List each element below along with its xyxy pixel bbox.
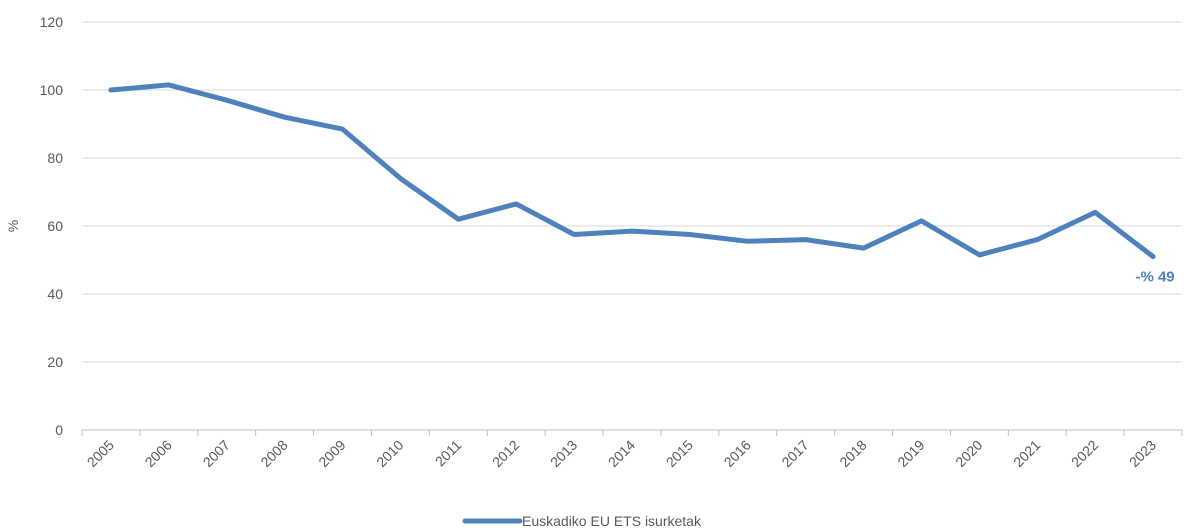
x-axis-tick-labels: 2005 2006 2007 2008 2009 2010 2011 2012 2013 2014… xyxy=(84,437,1160,470)
legend-label: Euskadiko EU ETS isurketak xyxy=(522,513,702,529)
x-axis xyxy=(81,429,1183,436)
x-tick-label: 2014 xyxy=(605,437,638,470)
x-tick-label: 2020 xyxy=(952,437,985,470)
x-tick-label: 2006 xyxy=(142,437,175,470)
gridlines xyxy=(82,21,1182,363)
x-tick-label: 2005 xyxy=(84,437,117,470)
y-axis-title: % xyxy=(5,220,21,232)
data-label: -% 49 xyxy=(1135,269,1174,286)
x-tick-label: 2008 xyxy=(257,437,290,470)
x-tick-label: 2015 xyxy=(663,437,696,470)
y-tick-label: 80 xyxy=(47,150,63,166)
x-tick-label: 2016 xyxy=(721,437,754,470)
legend: Euskadiko EU ETS isurketak xyxy=(462,513,702,529)
y-tick-label: 0 xyxy=(55,422,63,438)
x-tick-label: 2010 xyxy=(373,437,406,470)
x-tick-label: 2019 xyxy=(894,437,927,470)
x-tick-label: 2018 xyxy=(836,437,869,470)
x-tick-label: 2011 xyxy=(432,437,465,470)
series-line xyxy=(108,82,1156,260)
x-tick-label: 2009 xyxy=(315,437,348,470)
y-tick-label: 120 xyxy=(40,14,64,30)
annotations: -% 49 xyxy=(1135,269,1174,286)
series-layer xyxy=(108,82,1156,260)
y-tick-label: 20 xyxy=(47,354,63,370)
y-tick-label: 100 xyxy=(40,82,64,98)
x-tick-label: 2023 xyxy=(1126,437,1159,470)
x-tick-label: 2013 xyxy=(547,437,580,470)
x-tick-label: 2007 xyxy=(200,437,233,470)
y-axis-tick-labels: 0 20 40 60 80 100 120 xyxy=(40,14,64,438)
x-tick-label: 2012 xyxy=(489,437,522,470)
x-tick-label: 2017 xyxy=(778,437,811,470)
x-tick-label: 2022 xyxy=(1068,437,1101,470)
y-tick-label: 60 xyxy=(47,218,63,234)
x-tick-label: 2021 xyxy=(1010,437,1043,470)
y-tick-label: 40 xyxy=(47,286,63,302)
